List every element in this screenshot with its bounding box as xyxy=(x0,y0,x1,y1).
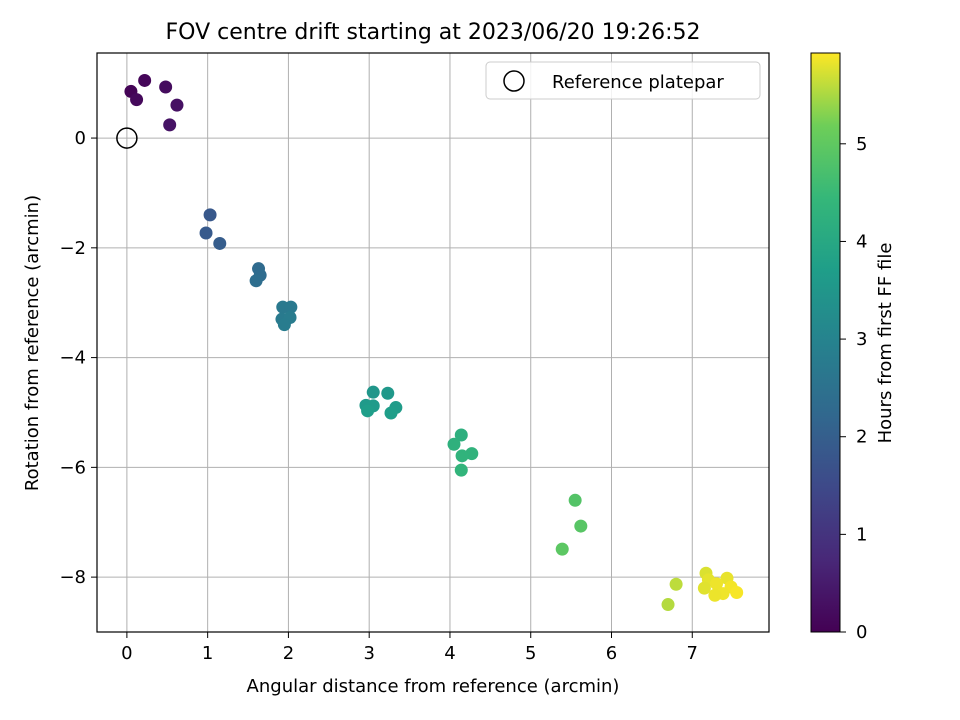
colorbar-tick-label: 0 xyxy=(856,622,867,643)
chart-title: FOV centre drift starting at 2023/06/20 … xyxy=(166,20,701,45)
legend-box xyxy=(485,61,761,100)
legend-entry-label: Reference platepar xyxy=(552,72,724,93)
scatter-point xyxy=(697,581,711,595)
grid xyxy=(97,53,769,632)
scatter-point xyxy=(381,386,395,400)
scatter-point xyxy=(284,300,298,314)
scatter-point xyxy=(203,208,217,222)
scatter-point xyxy=(465,447,479,461)
y-tick-label: −8 xyxy=(59,567,86,588)
scatter-point xyxy=(708,588,722,602)
legend-open-circle-icon xyxy=(503,70,525,92)
scatter-point xyxy=(130,93,144,107)
scatter-point xyxy=(555,542,569,556)
colorbar-tick-label: 4 xyxy=(856,231,867,252)
scatter-point xyxy=(568,493,582,507)
scatter-point xyxy=(138,73,152,87)
x-axis-ticks: 0 1 2 3 4 5 6 7 xyxy=(121,632,698,664)
y-tick-label: 0 xyxy=(75,128,86,149)
scatter-point xyxy=(163,118,177,132)
scatter-point xyxy=(199,226,213,240)
x-tick-label: 3 xyxy=(363,643,374,664)
colorbar-tick-label: 1 xyxy=(856,524,867,545)
scatter-point xyxy=(730,585,744,599)
colorbar-ticks: 0 1 2 3 4 5 xyxy=(840,134,867,643)
scatter-point xyxy=(454,428,468,442)
colorbar-tick-label: 5 xyxy=(856,134,867,155)
scatter-point xyxy=(455,449,469,463)
x-axis-label: Angular distance from reference (arcmin) xyxy=(247,676,620,697)
scatter-point xyxy=(366,385,380,399)
x-tick-label: 4 xyxy=(444,643,455,664)
colorbar xyxy=(810,52,841,633)
scatter-point xyxy=(277,318,291,332)
x-tick-label: 1 xyxy=(202,643,213,664)
x-tick-label: 5 xyxy=(525,643,536,664)
x-tick-label: 7 xyxy=(687,643,698,664)
scatter-point xyxy=(447,437,461,451)
scatter-point xyxy=(361,404,375,418)
legend: Reference platepar xyxy=(485,61,761,100)
scatter-point xyxy=(384,406,398,420)
y-tick-label: −6 xyxy=(59,457,86,478)
x-tick-label: 6 xyxy=(606,643,617,664)
scatter-point xyxy=(661,598,675,612)
scatter-point xyxy=(454,463,468,477)
y-axis-label: Rotation from reference (arcmin) xyxy=(22,195,43,491)
colorbar-tick-label: 3 xyxy=(856,329,867,350)
scatter-points xyxy=(124,73,744,612)
scatter-point xyxy=(710,577,723,591)
x-tick-label: 2 xyxy=(283,643,294,664)
scatter-point xyxy=(249,274,263,288)
colorbar-tick-label: 2 xyxy=(856,427,867,448)
scatter-point xyxy=(574,519,588,533)
reference-platepar-marker xyxy=(116,127,138,149)
scatter-point xyxy=(159,80,173,94)
y-axis-ticks: −8 −6 −4 −2 0 xyxy=(59,128,97,588)
colorbar-label: Hours from first FF file xyxy=(875,243,896,444)
scatter-point xyxy=(170,98,184,112)
scatter-point xyxy=(213,236,227,250)
y-tick-label: −4 xyxy=(59,348,86,369)
reference-layer xyxy=(116,127,138,149)
scatter-point xyxy=(669,577,683,591)
plot-frame xyxy=(96,52,770,633)
x-tick-label: 0 xyxy=(121,643,132,664)
y-tick-label: −2 xyxy=(59,238,86,259)
